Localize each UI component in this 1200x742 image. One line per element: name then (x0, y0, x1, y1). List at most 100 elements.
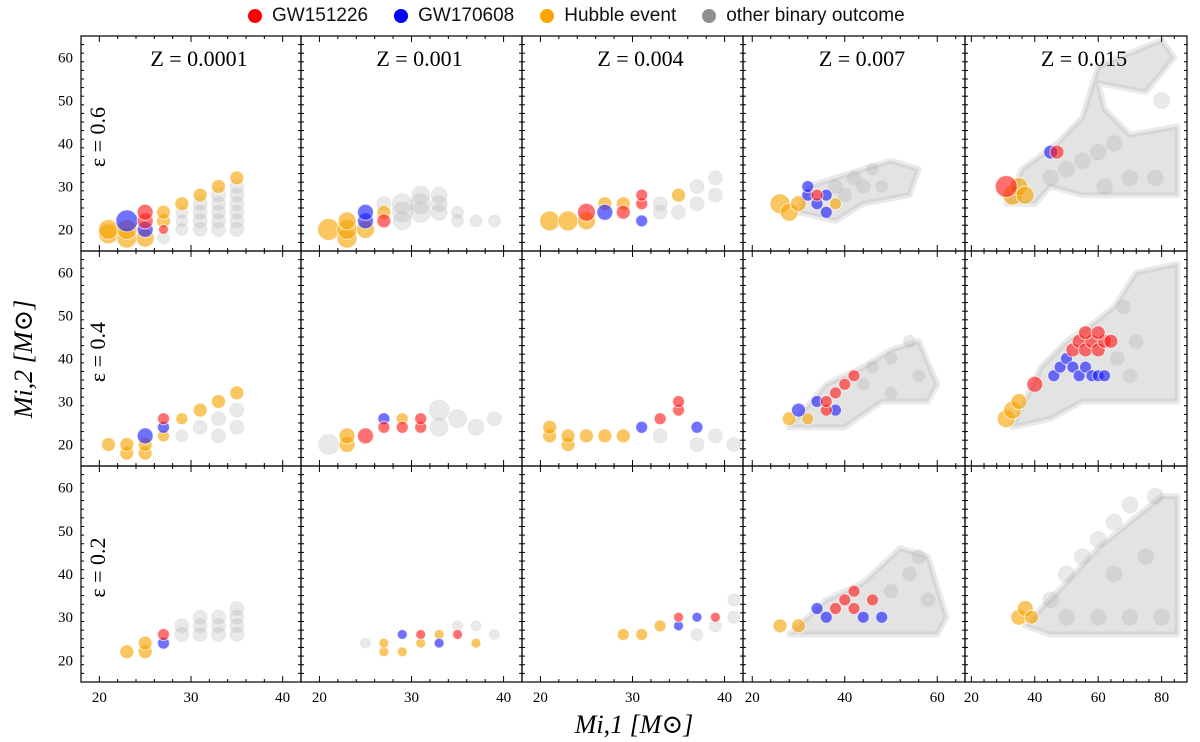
point-other (229, 419, 245, 435)
point-hubble (137, 635, 153, 651)
x-tick-label: 30 (625, 690, 640, 706)
point-other (689, 196, 705, 212)
point-gw151226 (377, 420, 391, 434)
point-hubble (597, 428, 613, 444)
point-other (1105, 565, 1123, 583)
point-other (1096, 178, 1114, 195)
point-other (192, 609, 208, 625)
point-other (1121, 496, 1139, 514)
point-other (229, 196, 245, 212)
point-hubble (1024, 609, 1040, 625)
point-gw151226 (615, 204, 631, 220)
point-hubble (211, 394, 226, 409)
other-binary-cloud (1003, 37, 1181, 207)
point-gw170608 (875, 610, 889, 624)
point-hubble (616, 627, 630, 641)
point-hubble (338, 427, 356, 445)
point-other (410, 201, 432, 223)
y-tick-label: 20 (58, 438, 73, 454)
panel-r0-c1 (317, 185, 501, 249)
point-gw170608 (596, 203, 614, 221)
panel-r2-c2 (616, 593, 741, 641)
point-other (410, 193, 432, 215)
point-hubble (560, 428, 576, 444)
point-gw151226 (847, 602, 861, 616)
point-other (175, 429, 189, 443)
point-other (866, 360, 879, 374)
point-other (1105, 513, 1123, 531)
point-hubble (635, 627, 649, 641)
point-other (469, 214, 483, 228)
orange-dot-icon (540, 9, 555, 23)
point-other (652, 428, 668, 444)
point-hubble (378, 637, 390, 649)
point-other (911, 549, 927, 565)
point-hubble (337, 211, 357, 231)
point-other (487, 214, 501, 228)
x-tick-label: 40 (496, 690, 511, 706)
point-hubble (192, 402, 208, 418)
point-other (448, 409, 468, 429)
point-other (828, 179, 843, 194)
point-other (229, 213, 245, 229)
y-tick-label: 30 (58, 395, 73, 411)
point-other (318, 434, 340, 455)
y-tick-label: 50 (58, 94, 73, 110)
point-other (1073, 152, 1091, 170)
row-label: ε = 0.2 (85, 537, 110, 597)
point-gw151226 (415, 628, 427, 640)
point-gw151226 (452, 628, 464, 640)
point-gw170608 (1066, 360, 1080, 374)
legend-entry-gw151226: GW151226 (248, 5, 368, 27)
point-other (902, 566, 917, 582)
y-tick-label: 40 (58, 567, 73, 583)
point-other (1089, 143, 1107, 161)
point-hubble (539, 210, 561, 232)
point-gw151226 (847, 369, 861, 383)
x-tick-label: 20 (745, 690, 760, 706)
point-gw170608 (690, 420, 704, 434)
point-other (727, 610, 741, 624)
point-other (912, 369, 926, 383)
point-hubble (101, 437, 116, 452)
panel-r0-c0 (98, 170, 245, 249)
point-other (707, 428, 723, 444)
x-tick-label: 20 (964, 690, 979, 706)
point-other (1121, 169, 1139, 187)
point-other (229, 222, 245, 237)
x-tick-label: 20 (312, 690, 327, 706)
point-gw170608 (136, 427, 154, 445)
panel-r0-c3 (769, 157, 922, 224)
point-other (175, 214, 189, 228)
point-other (391, 193, 413, 215)
point-other (1073, 548, 1091, 566)
column-title: Z = 0.004 (597, 46, 683, 71)
point-gw151226 (395, 420, 409, 434)
point-other (884, 352, 898, 365)
point-other (855, 179, 871, 194)
x-tick-label: 40 (837, 690, 852, 706)
point-other (229, 618, 245, 634)
point-other (192, 419, 208, 435)
panel-r2-c1 (359, 620, 500, 658)
point-gw151226 (1090, 325, 1106, 341)
point-gw151226 (1026, 375, 1044, 393)
point-other (192, 618, 208, 634)
point-other (903, 334, 916, 348)
point-other (707, 187, 723, 203)
panel-frame (300, 465, 523, 683)
point-hubble (557, 210, 579, 232)
point-gw151226 (376, 213, 392, 229)
gray-dot-icon (702, 9, 717, 23)
panel-r2-c4 (1010, 487, 1181, 638)
point-hubble (1010, 393, 1028, 410)
point-other (391, 201, 413, 223)
point-other (1153, 608, 1171, 626)
point-gw170608 (1072, 369, 1086, 383)
point-hubble (229, 170, 245, 186)
point-other (430, 186, 448, 204)
point-other (1042, 591, 1060, 609)
point-gw151226 (866, 593, 879, 607)
y-axis-label: Mi,2 [M⊙] (9, 300, 38, 420)
point-other (451, 214, 465, 228)
